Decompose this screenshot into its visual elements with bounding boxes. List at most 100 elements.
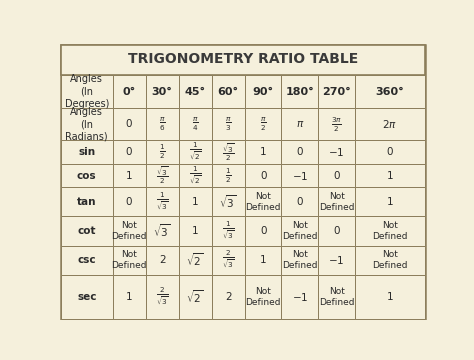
Bar (355, 275, 425, 319)
Text: 1: 1 (126, 292, 132, 302)
Text: 1: 1 (387, 197, 393, 207)
Bar (61, 275, 112, 319)
Text: $\frac{1}{\sqrt{2}}$: $\frac{1}{\sqrt{2}}$ (189, 141, 201, 163)
Bar (61, 75, 112, 108)
Text: 0°: 0° (122, 87, 136, 97)
Bar (318, 246, 355, 275)
Bar (318, 164, 355, 187)
Text: $\frac{1}{\sqrt{3}}$: $\frac{1}{\sqrt{3}}$ (155, 191, 169, 213)
Bar (318, 140, 355, 164)
Bar (112, 187, 146, 216)
Text: Not
Defined: Not Defined (319, 287, 355, 307)
Text: $\sqrt{3}$: $\sqrt{3}$ (219, 194, 237, 210)
Text: 0: 0 (260, 171, 266, 181)
Text: Not
Defined: Not Defined (246, 192, 281, 212)
Bar (355, 108, 425, 140)
Bar (245, 216, 282, 246)
Text: sec: sec (77, 292, 97, 302)
Bar (61, 216, 112, 246)
Bar (146, 187, 179, 216)
Bar (112, 275, 146, 319)
Text: Not
Defined: Not Defined (282, 250, 318, 270)
Text: Not
Defined: Not Defined (246, 287, 281, 307)
Text: 0: 0 (297, 147, 303, 157)
Text: 0: 0 (126, 197, 132, 207)
Bar (318, 275, 355, 319)
Text: 1: 1 (126, 171, 132, 181)
Text: 0: 0 (126, 147, 132, 157)
Text: 90°: 90° (253, 87, 273, 97)
Bar (146, 140, 179, 164)
Bar (282, 275, 318, 319)
Bar (212, 108, 245, 140)
Bar (318, 108, 355, 140)
Bar (245, 108, 282, 140)
Text: cos: cos (77, 171, 97, 181)
Text: Not
Defined: Not Defined (372, 221, 408, 241)
Text: 30°: 30° (152, 87, 173, 97)
Bar (146, 275, 179, 319)
Text: 0: 0 (297, 197, 303, 207)
Bar (112, 75, 146, 108)
Text: $\frac{2}{\sqrt{3}}$: $\frac{2}{\sqrt{3}}$ (155, 286, 169, 308)
Bar (355, 140, 425, 164)
Bar (179, 216, 212, 246)
Text: 1: 1 (192, 197, 199, 207)
Text: $-1$: $-1$ (292, 291, 308, 303)
Bar (212, 275, 245, 319)
Bar (212, 187, 245, 216)
Text: 2: 2 (225, 292, 231, 302)
Text: Not
Defined: Not Defined (372, 250, 408, 270)
Bar (212, 216, 245, 246)
Bar (282, 75, 318, 108)
Text: Angles
(In
Radians): Angles (In Radians) (65, 107, 108, 142)
Bar (282, 187, 318, 216)
Text: 0: 0 (260, 226, 266, 236)
Bar (112, 108, 146, 140)
Text: 60°: 60° (218, 87, 239, 97)
Bar (212, 246, 245, 275)
Text: $2\pi$: $2\pi$ (383, 118, 397, 130)
Bar (146, 216, 179, 246)
Bar (245, 275, 282, 319)
Bar (245, 75, 282, 108)
Bar (179, 75, 212, 108)
Text: 270°: 270° (322, 87, 351, 97)
Text: 0: 0 (387, 147, 393, 157)
Text: csc: csc (77, 255, 96, 265)
Text: $\frac{\sqrt{3}}{2}$: $\frac{\sqrt{3}}{2}$ (155, 165, 169, 186)
Bar (282, 246, 318, 275)
Text: $\frac{3\pi}{2}$: $\frac{3\pi}{2}$ (331, 115, 342, 134)
Text: Not
Defined: Not Defined (111, 221, 147, 241)
Bar (212, 164, 245, 187)
Bar (146, 75, 179, 108)
Bar (146, 246, 179, 275)
Text: $\frac{1}{2}$: $\frac{1}{2}$ (159, 143, 165, 161)
Bar (318, 216, 355, 246)
Bar (146, 164, 179, 187)
Text: tan: tan (77, 197, 97, 207)
Bar (212, 75, 245, 108)
Text: $\frac{\pi}{4}$: $\frac{\pi}{4}$ (192, 116, 199, 133)
Bar (112, 164, 146, 187)
Text: 1: 1 (387, 171, 393, 181)
Text: sin: sin (78, 147, 95, 157)
Text: $\frac{\sqrt{3}}{2}$: $\frac{\sqrt{3}}{2}$ (222, 141, 235, 163)
Bar (282, 108, 318, 140)
Text: 1: 1 (387, 292, 393, 302)
Text: 360°: 360° (375, 87, 404, 97)
Bar (179, 246, 212, 275)
Bar (245, 140, 282, 164)
Bar (179, 275, 212, 319)
Bar (318, 75, 355, 108)
Bar (355, 187, 425, 216)
Bar (179, 108, 212, 140)
Text: $\frac{2}{\sqrt{3}}$: $\frac{2}{\sqrt{3}}$ (222, 249, 235, 271)
Bar (355, 246, 425, 275)
Bar (282, 164, 318, 187)
Text: $\sqrt{2}$: $\sqrt{2}$ (186, 252, 204, 269)
Bar (61, 187, 112, 216)
Text: $\frac{1}{\sqrt{2}}$: $\frac{1}{\sqrt{2}}$ (189, 165, 201, 186)
Bar (61, 140, 112, 164)
Bar (245, 246, 282, 275)
